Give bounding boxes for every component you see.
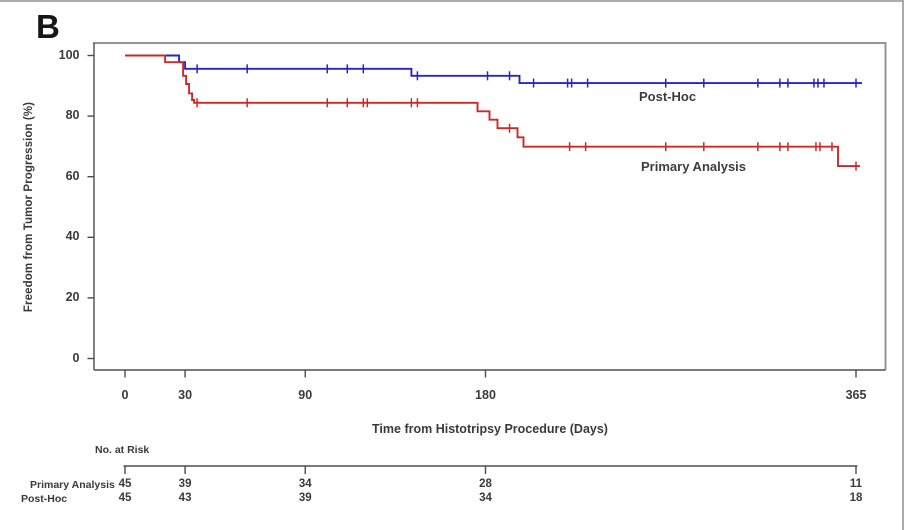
risk-count-value: 34 [479,492,492,504]
risk-count-value: 39 [298,492,312,504]
y-tick-label: 60 [65,168,80,183]
risk-count-value: 43 [178,492,192,504]
risk-row-label-primary-analysis: Primary Analysis [30,479,115,491]
x-tick-label: 365 [845,388,867,402]
primary-analysis-curve [125,54,860,168]
y-tick-label: 100 [58,47,80,62]
y-tick-label: 40 [65,229,80,244]
post-hoc-curve [125,54,862,85]
x-tick-label: 30 [178,388,193,402]
x-tick-label: 0 [121,388,129,402]
y-tick-label: 80 [65,108,80,123]
x-tick-label: 180 [475,388,496,402]
y-axis-title: Freedom from Tumor Progression (%) [23,101,35,313]
y-tick-label: 0 [72,350,80,365]
risk-count-value: 34 [298,478,312,490]
risk-row-label-post-hoc: Post-Hoc [21,493,68,505]
primary-analysis-series-label: Primary Analysis [641,159,747,174]
post-hoc-series-label: Post-Hoc [639,89,697,104]
x-axis-title: Time from Histotripsy Procedure (Days) [372,422,608,436]
risk-count-value: 28 [479,478,492,490]
risk-table-heading: No. at Risk [95,444,150,456]
risk-count-value: 45 [118,492,132,504]
x-tick-label: 90 [298,388,313,402]
risk-count-value: 45 [118,478,132,490]
panel-letter: B [36,8,60,45]
figure-top-edge [0,0,904,2]
risk-count-value: 39 [178,478,192,490]
risk-count-value: 11 [849,478,863,490]
risk-count-value: 18 [849,492,863,504]
y-tick-label: 20 [65,289,80,304]
figure-right-edge [902,0,904,530]
